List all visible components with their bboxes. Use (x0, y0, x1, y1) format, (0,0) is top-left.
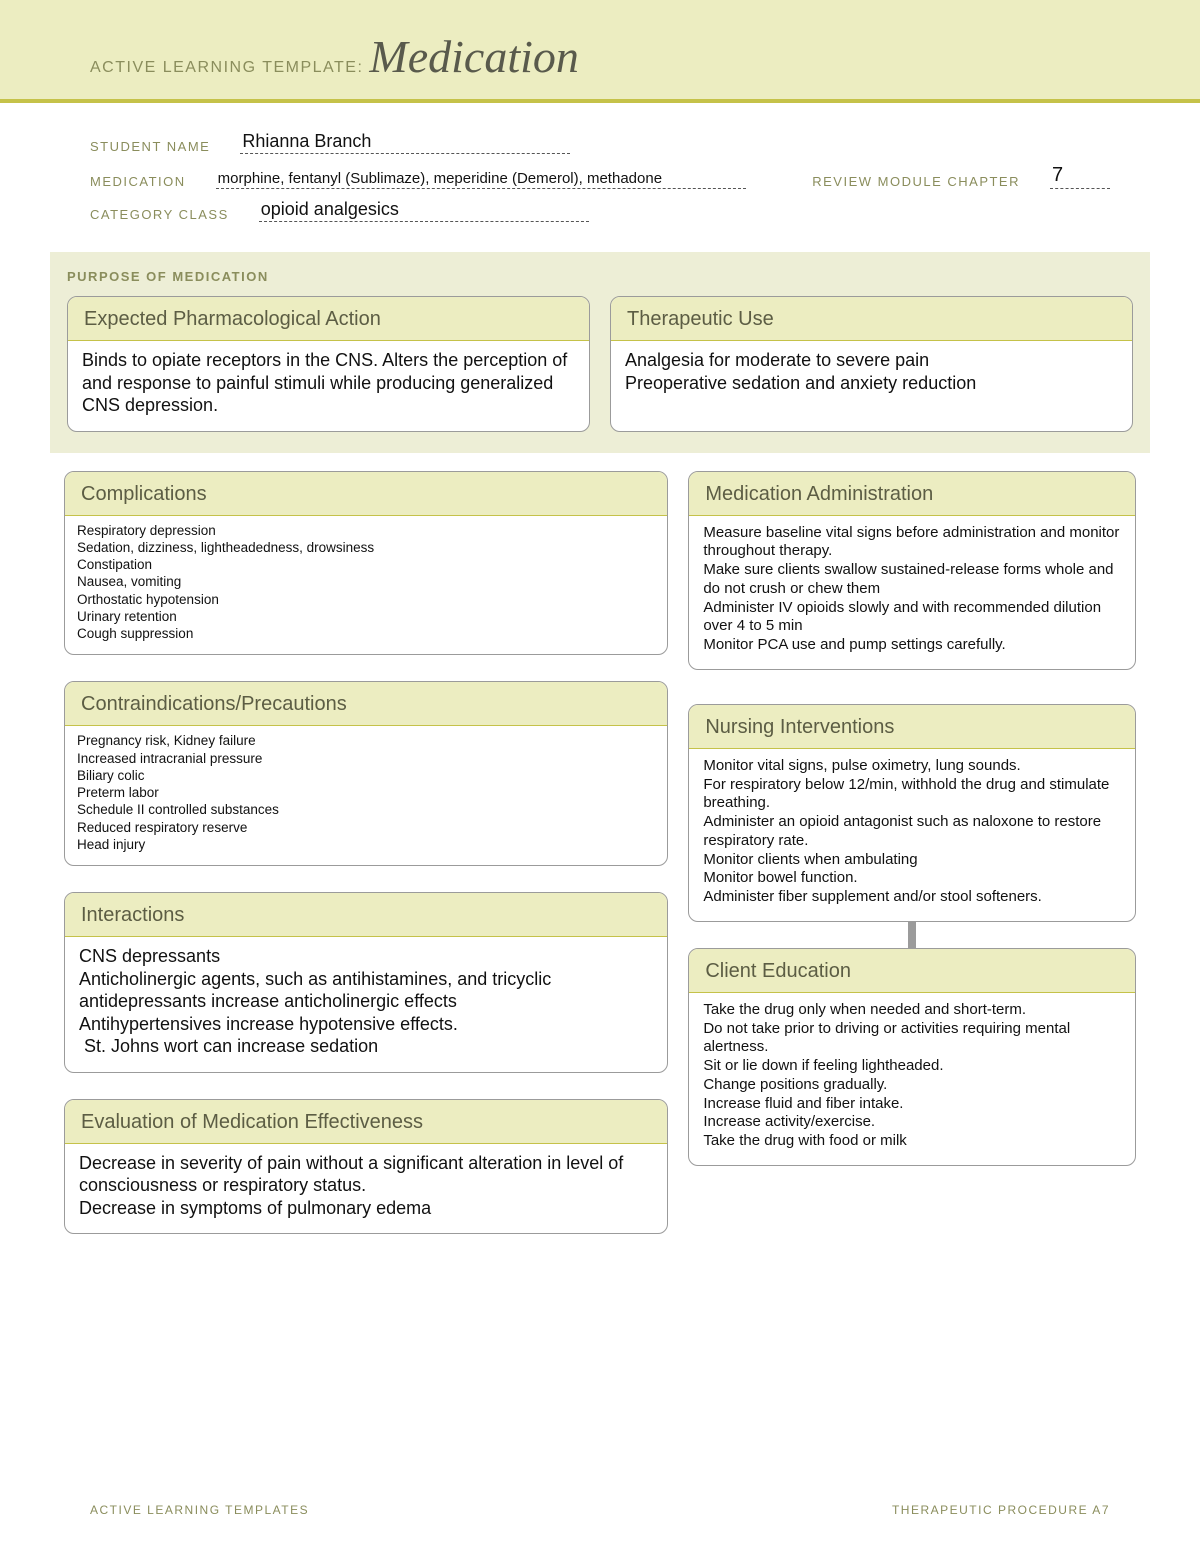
complications-title: Complications (65, 472, 667, 516)
header-label: ACTIVE LEARNING TEMPLATE: (90, 59, 363, 77)
footer-right: THERAPEUTIC PROCEDURE A7 (892, 1503, 1110, 1517)
purpose-section: PURPOSE OF MEDICATION Expected Pharmacol… (50, 252, 1150, 453)
connector-line (908, 922, 916, 948)
admin-title: Medication Administration (689, 472, 1135, 516)
pharm-action-card: Expected Pharmacological Action Binds to… (67, 296, 590, 432)
header-title: Medication (369, 30, 579, 83)
nursing-card: Nursing Interventions Monitor vital sign… (688, 704, 1136, 922)
student-name-value: Rhianna Branch (240, 131, 570, 154)
complications-card: Complications Respiratory depression Sed… (64, 471, 668, 656)
therapeutic-use-body: Analgesia for moderate to severe pain Pr… (611, 341, 1132, 408)
pharm-action-body: Binds to opiate receptors in the CNS. Al… (68, 341, 589, 431)
medication-value: morphine, fentanyl (Sublimaze), meperidi… (216, 170, 746, 189)
contraindications-title: Contraindications/Precautions (65, 682, 667, 726)
contraindications-body: Pregnancy risk, Kidney failure Increased… (65, 726, 667, 865)
meta-block: STUDENT NAME Rhianna Branch MEDICATION m… (0, 103, 1200, 252)
education-card: Client Education Take the drug only when… (688, 948, 1136, 1166)
header-band: ACTIVE LEARNING TEMPLATE: Medication (0, 0, 1200, 99)
interactions-body: CNS depressants Anticholinergic agents, … (65, 937, 667, 1072)
category-label: CATEGORY CLASS (90, 207, 229, 222)
pharm-action-title: Expected Pharmacological Action (68, 297, 589, 341)
education-title: Client Education (689, 949, 1135, 993)
page: ACTIVE LEARNING TEMPLATE: Medication STU… (0, 0, 1200, 1553)
student-name-label: STUDENT NAME (90, 139, 210, 154)
nursing-title: Nursing Interventions (689, 705, 1135, 749)
complications-body: Respiratory depression Sedation, dizzine… (65, 516, 667, 655)
admin-body: Measure baseline vital signs before admi… (689, 516, 1135, 669)
therapeutic-use-title: Therapeutic Use (611, 297, 1132, 341)
admin-card: Medication Administration Measure baseli… (688, 471, 1136, 670)
evaluation-card: Evaluation of Medication Effectiveness D… (64, 1099, 668, 1235)
education-body: Take the drug only when needed and short… (689, 993, 1135, 1165)
nursing-body: Monitor vital signs, pulse oximetry, lun… (689, 749, 1135, 921)
header-inner: ACTIVE LEARNING TEMPLATE: Medication (90, 30, 1200, 83)
review-label: REVIEW MODULE CHAPTER (812, 174, 1020, 189)
review-value: 7 (1050, 164, 1110, 189)
footer-left: ACTIVE LEARNING TEMPLATES (90, 1503, 309, 1517)
purpose-section-title: PURPOSE OF MEDICATION (53, 255, 1147, 296)
evaluation-body: Decrease in severity of pain without a s… (65, 1144, 667, 1234)
evaluation-title: Evaluation of Medication Effectiveness (65, 1100, 667, 1144)
right-column: Medication Administration Measure baseli… (688, 471, 1136, 1235)
interactions-title: Interactions (65, 893, 667, 937)
left-column: Complications Respiratory depression Sed… (64, 471, 668, 1235)
contraindications-card: Contraindications/Precautions Pregnancy … (64, 681, 668, 866)
interactions-card: Interactions CNS depressants Anticholine… (64, 892, 668, 1073)
therapeutic-use-card: Therapeutic Use Analgesia for moderate t… (610, 296, 1133, 432)
lower-grid: Complications Respiratory depression Sed… (0, 471, 1200, 1235)
category-value: opioid analgesics (259, 199, 589, 222)
medication-label: MEDICATION (90, 174, 186, 189)
footer: ACTIVE LEARNING TEMPLATES THERAPEUTIC PR… (90, 1503, 1110, 1517)
